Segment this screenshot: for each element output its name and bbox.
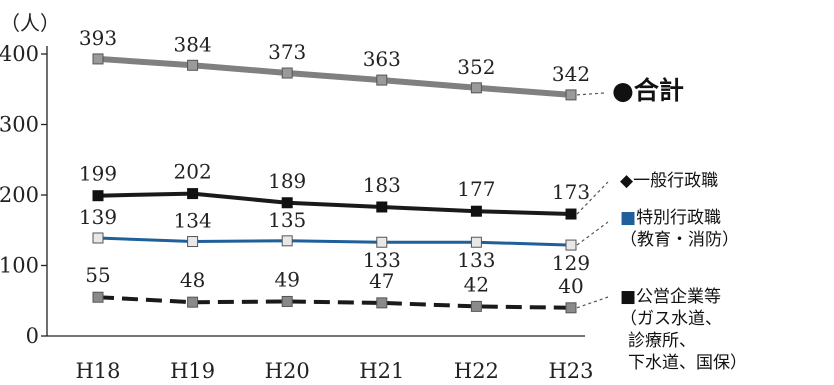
data-label-total: 363 [363, 47, 401, 71]
data-point-special [281, 235, 293, 247]
data-label-total: 384 [174, 32, 212, 56]
data-label-special: 133 [363, 248, 401, 272]
data-point-general [565, 208, 577, 220]
data-point-special [92, 232, 104, 244]
data-label-special: 134 [174, 209, 212, 233]
data-point-total [470, 82, 482, 94]
data-point-public [565, 302, 577, 314]
y-tick-label: 300 [0, 113, 39, 137]
data-label-public: 55 [85, 263, 110, 287]
data-label-public: 40 [558, 274, 583, 298]
x-tick-label: H21 [359, 359, 404, 380]
data-point-general [187, 188, 199, 200]
data-point-special [187, 236, 199, 248]
data-label-general: 202 [174, 160, 212, 184]
legend-label-special: ■特別行政職 [620, 208, 721, 228]
legend-label-public: ■公営企業等 [620, 287, 721, 307]
legend-sublabel-public: 診療所、 [628, 331, 696, 351]
data-point-public [470, 300, 482, 312]
data-label-public: 48 [180, 268, 205, 292]
data-label-total: 352 [457, 55, 495, 79]
data-label-public: 47 [369, 269, 394, 293]
data-point-total [281, 67, 293, 79]
data-point-public [187, 296, 199, 308]
data-point-special [376, 236, 388, 248]
data-label-special: 139 [79, 205, 117, 229]
series-line-total [97, 55, 572, 98]
data-label-public: 49 [274, 267, 299, 291]
data-label-general: 189 [268, 169, 306, 193]
x-tick-label: H18 [75, 359, 120, 380]
data-label-general: 177 [457, 177, 495, 201]
data-point-general [281, 197, 293, 209]
y-tick-label: 200 [0, 183, 39, 207]
data-point-total [187, 59, 199, 71]
legend-sublabel-public: 下水道、国保） [628, 353, 747, 373]
legend-leader-total [576, 92, 605, 96]
data-label-public: 42 [464, 272, 489, 296]
data-point-special [565, 239, 577, 251]
legend-leader-general [576, 181, 609, 215]
data-label-general: 199 [79, 162, 117, 186]
x-tick-label: H23 [548, 359, 593, 380]
x-tick-label: H19 [170, 359, 215, 380]
data-point-public [281, 295, 293, 307]
data-label-total: 342 [552, 62, 590, 86]
legend-sublabel-special: （教育・消防） [620, 230, 739, 250]
data-label-total: 393 [79, 26, 117, 50]
y-tick-label: 100 [0, 254, 39, 278]
data-label-special: 133 [457, 248, 495, 272]
x-tick-label: H20 [265, 359, 310, 380]
data-point-general [376, 201, 388, 213]
y-tick-label: 400 [0, 42, 39, 66]
legend-leader-public [576, 296, 609, 309]
data-point-total [92, 53, 104, 65]
legend-label-general: ◆一般行政職 [620, 171, 718, 191]
data-point-special [470, 236, 482, 248]
series-line-special [97, 236, 572, 247]
data-point-general [92, 190, 104, 202]
legend-label-total: ●合計 [612, 76, 684, 105]
legend-leader-special [576, 221, 609, 246]
data-point-public [376, 297, 388, 309]
series-line-general [97, 191, 572, 216]
data-point-general [470, 205, 482, 217]
data-point-total [565, 89, 577, 101]
x-tick-label: H22 [454, 359, 499, 380]
data-label-special: 135 [268, 208, 306, 232]
data-label-general: 173 [552, 180, 590, 204]
data-point-total [376, 74, 388, 86]
y-unit-label: （人） [0, 11, 60, 35]
data-label-total: 373 [268, 40, 306, 64]
data-label-general: 183 [363, 173, 401, 197]
data-label-special: 129 [552, 251, 590, 275]
data-point-public [92, 291, 104, 303]
series-line-public [97, 295, 572, 310]
legend-sublabel-public: （ガス水道、 [620, 309, 722, 329]
y-tick-label: 0 [26, 324, 39, 348]
